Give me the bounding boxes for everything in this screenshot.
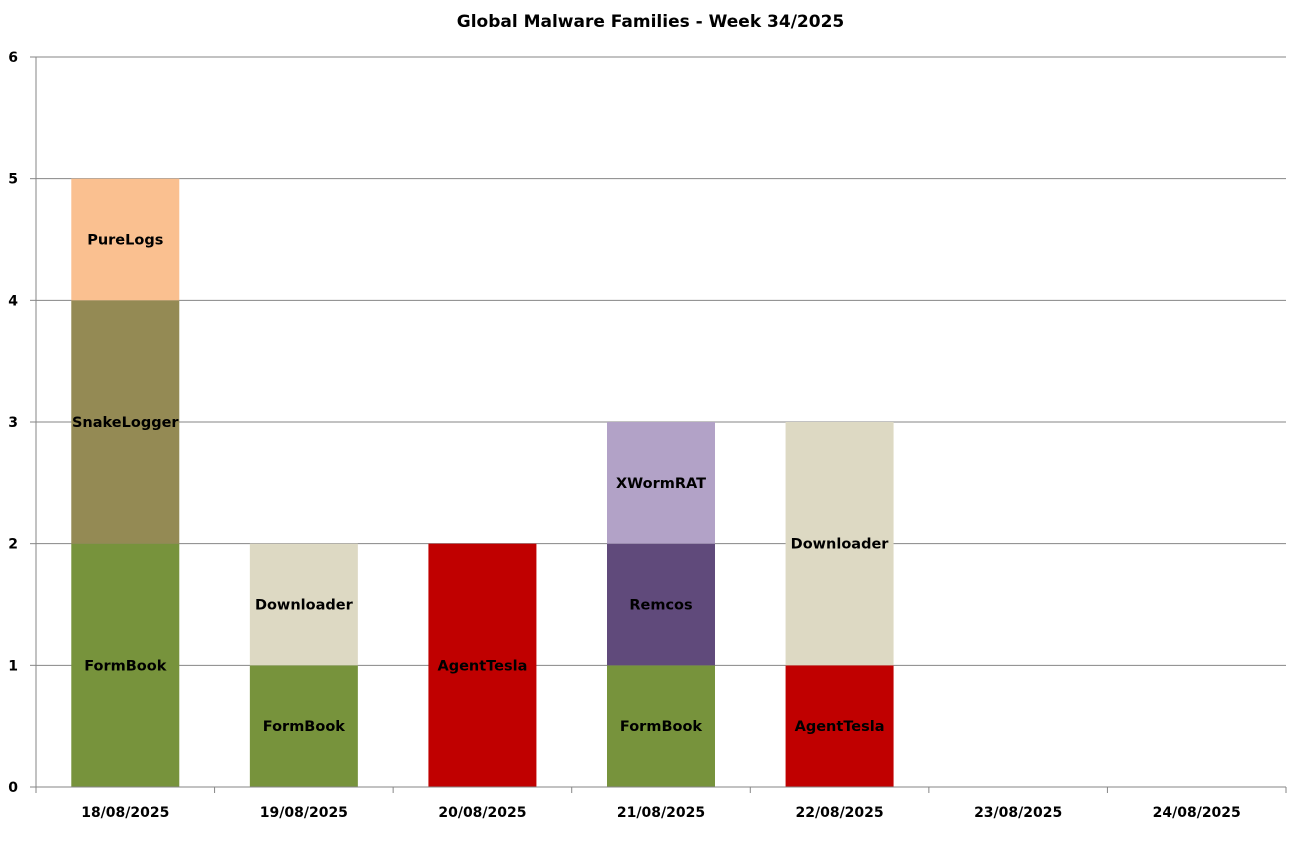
y-tick-label: 2 [8,537,18,553]
bar-segment-label: Downloader [255,598,354,614]
bar-segment-label: PureLogs [87,233,163,249]
x-tick-label: 24/08/2025 [1153,805,1241,821]
bar-segment [71,300,180,544]
bar-segment [785,422,894,666]
chart-title: Global Malware Families - Week 34/2025 [456,12,845,32]
bar-segment [607,543,715,666]
bar-segment [71,543,180,787]
x-tick-label: 22/08/2025 [795,805,883,821]
x-tick-label: 19/08/2025 [260,805,348,821]
bar-segment-label: SnakeLogger [72,415,179,431]
bar-segment [607,665,715,787]
bar-segment-label: AgentTesla [437,658,527,674]
y-tick-label: 1 [8,658,18,674]
x-tick-label: 20/08/2025 [438,805,526,821]
y-tick-label: 0 [8,780,18,796]
x-tick-label: 18/08/2025 [81,805,169,821]
x-tick-label: 21/08/2025 [617,805,705,821]
bar-segment-label: Remcos [629,598,692,614]
bar-segment-label: FormBook [620,719,703,735]
bar-segment-label: Downloader [791,537,890,553]
bar-segment [249,543,358,666]
x-tick-label: 23/08/2025 [974,805,1062,821]
bar-segment [428,543,537,787]
y-tick-label: 6 [8,50,18,66]
bar-segment-label: FormBook [263,719,346,735]
bar-segment [249,665,358,787]
bar-segment-label: XWormRAT [616,476,706,492]
bar-segment [71,178,180,301]
y-tick-label: 3 [8,415,18,431]
y-tick-label: 4 [8,293,18,309]
bar-segment-label: FormBook [84,658,167,674]
bar-segment [607,422,715,544]
bar-segment-label: AgentTesla [795,719,885,735]
y-tick-label: 5 [8,172,18,188]
bar-segment [785,665,894,787]
